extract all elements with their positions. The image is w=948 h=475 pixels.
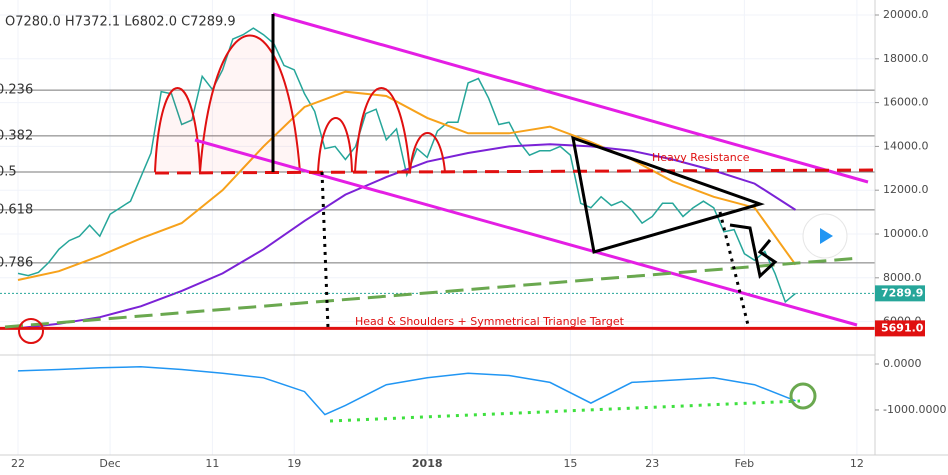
price-badge-label: 7289.9 [881,286,923,299]
drawings [4,12,879,423]
channel-lower [194,138,858,327]
neckline [4,256,861,329]
y-tick-label: 8000.0 [883,271,922,284]
y-tick-label: 20000.0 [883,8,929,21]
projection [320,171,330,329]
x-tick-label: Dec [99,457,120,470]
fib-label: 0.5 [0,165,17,180]
price-badge [875,285,925,302]
marker-circle [789,382,817,410]
right-shoulder [409,132,446,173]
y-tick-label: 0.0000 [883,357,922,370]
series-line [17,27,796,304]
play-icon[interactable] [820,228,833,244]
annotation: Head & Shoulders + Symmetrical Triangle … [355,315,625,328]
series-line [17,366,796,416]
y-tick-label: 16000.0 [883,96,929,109]
y-tick-label: 12000.0 [883,183,929,196]
x-tick-label: 15 [563,457,577,470]
fib-label: 0.618 [0,202,33,217]
y-tick-label: 10000.0 [883,227,929,240]
target-badge-label: 5691.0 [881,321,924,334]
x-tick-label: 23 [645,457,659,470]
ohlc-header: O7280.0 H7372.1 L6802.0 C7289.9 [5,15,236,30]
target-badge [875,320,925,337]
x-tick-label: 19 [287,457,301,470]
x-tick-label: 22 [11,457,25,470]
y-tick-label: 18000.0 [883,52,929,65]
resistance-line [154,168,879,175]
x-tick-label: 2018 [412,457,443,470]
wedge [729,223,778,279]
fib-label: 0.236 [0,83,33,98]
marker-circle [18,318,44,344]
fib-label: 0.382 [0,128,33,143]
projection [718,211,750,326]
x-tick-label: 12 [850,457,864,470]
right-shoulder [354,87,411,173]
annotation: Heavy Resistance [652,151,750,164]
left-shoulder [154,87,201,173]
divergence-line [329,399,801,423]
series-line [17,90,797,281]
fib-label: 0.786 [0,255,33,270]
y-tick-label: 14000.0 [883,139,929,152]
axes: 22 Dec 11 19 2018 15 23 Feb 12 20000.0 18000.0 1600… [0,8,946,470]
series-line [17,143,797,330]
x-tick-label: 11 [205,457,219,470]
series [0,27,875,416]
triangle [571,135,765,254]
y-tick-label: -1000.0000 [883,403,946,416]
channel-upper [272,12,869,184]
right-shoulder [317,117,353,173]
head [199,34,301,173]
x-tick-label: Feb [735,457,754,470]
